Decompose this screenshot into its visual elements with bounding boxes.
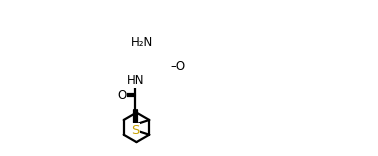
Text: –O: –O: [170, 60, 185, 73]
Text: S: S: [131, 124, 139, 137]
Text: HN: HN: [127, 74, 144, 87]
Text: H₂N: H₂N: [131, 36, 153, 49]
Text: O: O: [117, 88, 127, 102]
